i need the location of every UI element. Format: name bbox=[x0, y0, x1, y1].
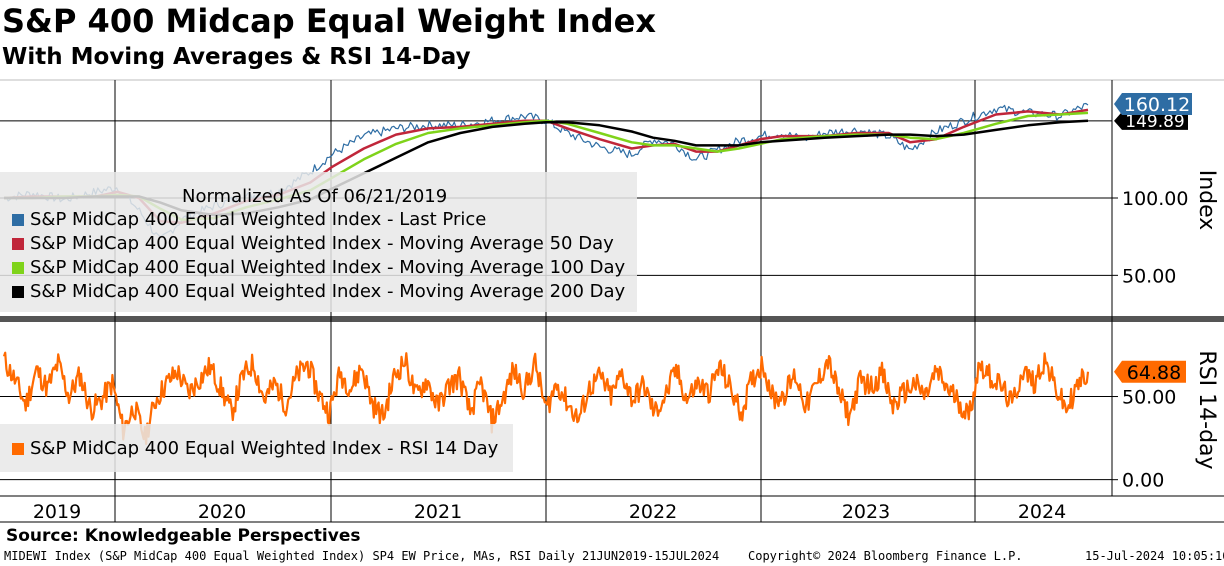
price-tick-label: 100.00 bbox=[1122, 188, 1188, 210]
legend-swatch-orange-icon bbox=[12, 442, 24, 455]
legend-label: S&P MidCap 400 Equal Weighted Index - RS… bbox=[30, 438, 499, 459]
last-value-label-price: 160.12 bbox=[1124, 94, 1190, 116]
legend-item-ma200: S&P MidCap 400 Equal Weighted Index - Mo… bbox=[12, 281, 625, 302]
legend-item-last-price: S&P MidCap 400 Equal Weighted Index - La… bbox=[12, 209, 486, 230]
price-axis-title: Index bbox=[1194, 170, 1219, 231]
series-line-rsi-14-day bbox=[2, 351, 1090, 445]
last-value-tag-price bbox=[1114, 93, 1192, 115]
price-tick-label: 50.00 bbox=[1122, 265, 1176, 287]
x-tick-label: 2022 bbox=[629, 501, 677, 523]
x-tick-label: 2020 bbox=[198, 501, 246, 523]
legend-swatch-green-icon bbox=[12, 261, 24, 274]
legend-label: S&P MidCap 400 Equal Weighted Index - La… bbox=[30, 209, 487, 230]
legend-item-rsi: S&P MidCap 400 Equal Weighted Index - RS… bbox=[12, 438, 498, 459]
rsi-axis-title: RSI 14-day bbox=[1194, 350, 1219, 469]
x-tick-label: 2019 bbox=[33, 501, 81, 523]
rsi-tick-label: 50.00 bbox=[1122, 387, 1176, 409]
last-value-label-ma200: 149.89 bbox=[1125, 112, 1184, 132]
x-tick-label: 2023 bbox=[842, 501, 890, 523]
x-tick-label: 2024 bbox=[1018, 501, 1066, 523]
last-value-tag-ma200 bbox=[1114, 111, 1188, 130]
source-note: Source: Knowledgeable Perspectives bbox=[6, 526, 361, 546]
legend-top-heading: Normalized As Of 06/21/2019 bbox=[182, 186, 448, 207]
rsi-tick-label: 0.00 bbox=[1122, 470, 1164, 492]
legend-item-ma50: S&P MidCap 400 Equal Weighted Index - Mo… bbox=[12, 233, 614, 254]
legend-top: Normalized As Of 06/21/2019 S&P MidCap 4… bbox=[0, 172, 637, 312]
last-value-label-rsi: 64.88 bbox=[1127, 362, 1181, 384]
x-tick-label: 2021 bbox=[414, 501, 462, 523]
legend-label: S&P MidCap 400 Equal Weighted Index - Mo… bbox=[30, 281, 626, 302]
footer-center: Copyright© 2024 Bloomberg Finance L.P. bbox=[748, 549, 1023, 563]
legend-swatch-black-icon bbox=[12, 285, 24, 298]
footer-left: MIDEWI Index (S&P MidCap 400 Equal Weigh… bbox=[4, 549, 720, 563]
panel-separator bbox=[0, 316, 1224, 322]
last-value-tag-rsi bbox=[1114, 360, 1186, 383]
footer-right: 15-Jul-2024 10:05:16 bbox=[1085, 549, 1224, 563]
legend-swatch-red-icon bbox=[12, 237, 24, 250]
legend-swatch-blue-icon bbox=[12, 213, 24, 226]
legend-label: S&P MidCap 400 Equal Weighted Index - Mo… bbox=[30, 233, 614, 254]
chart-subtitle: With Moving Averages & RSI 14-Day bbox=[2, 44, 471, 70]
legend-bottom: S&P MidCap 400 Equal Weighted Index - RS… bbox=[0, 424, 513, 472]
legend-item-ma100: S&P MidCap 400 Equal Weighted Index - Mo… bbox=[12, 257, 625, 278]
legend-label: S&P MidCap 400 Equal Weighted Index - Mo… bbox=[30, 257, 626, 278]
chart-title: S&P 400 Midcap Equal Weight Index bbox=[2, 2, 656, 40]
